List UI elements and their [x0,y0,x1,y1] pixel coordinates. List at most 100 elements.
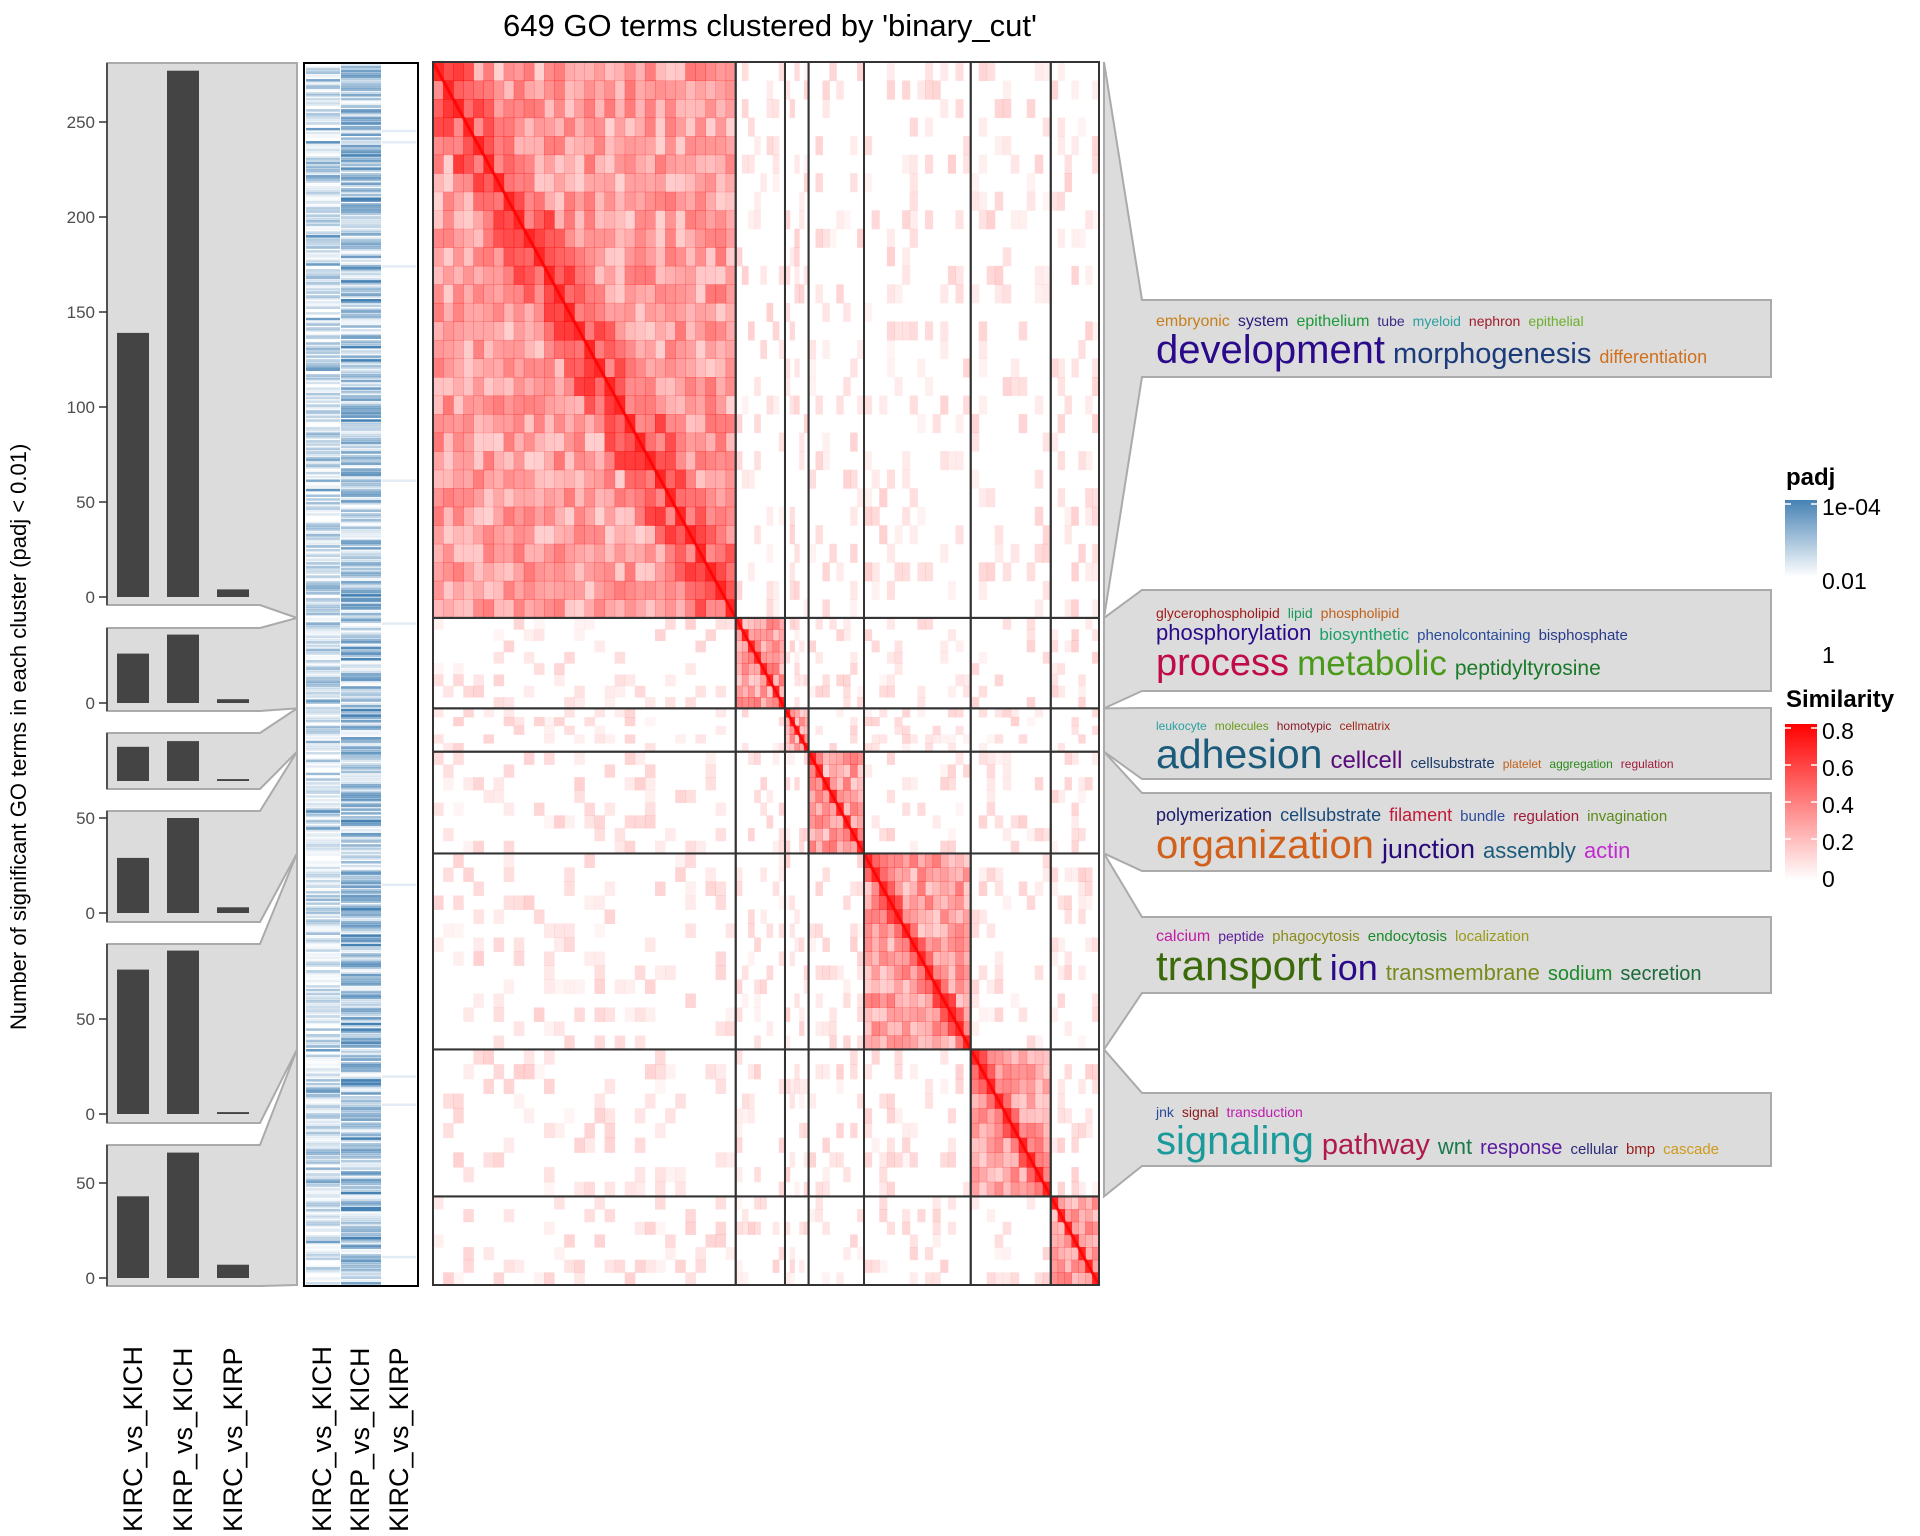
heatmap-cell [789,1259,795,1273]
heatmap-cell [902,965,911,980]
padj-cell [306,1143,340,1146]
padj-cell [341,864,381,868]
padj-cell [306,541,340,544]
heatmap-cell [871,506,880,526]
heatmap-cell [940,543,949,563]
padj-cell [341,449,381,452]
padj-cell [341,776,381,779]
heatmap-cell [544,1122,555,1139]
heatmap-cell [794,62,800,82]
padj-cell [341,767,381,770]
heatmap-cell [871,909,880,924]
heatmap-cell [685,284,696,304]
heatmap-cell [473,506,484,526]
padj-cell [341,114,381,118]
padj-cell [306,411,340,415]
padj-cell [306,1178,340,1182]
heatmap-cell [986,867,996,882]
heatmap-cell [453,321,464,341]
heatmap-cell [909,993,918,1008]
heatmap-cell [1071,1196,1079,1210]
heatmap-cell [1050,881,1059,896]
heatmap-cell [665,228,676,248]
padj-cell [341,148,381,152]
padj-cell [341,323,381,326]
heatmap-cell [748,117,755,137]
heatmap-cell [932,1007,941,1022]
heatmap-cell [1092,1196,1100,1210]
padj-cell [341,1058,381,1061]
heatmap-cell [584,284,595,304]
heatmap-cell [1064,867,1072,882]
padj-cell [306,377,340,381]
padj-cell [341,738,381,742]
heatmap-cell [947,451,956,471]
padj-cell [341,1105,381,1108]
heatmap-cell [1026,191,1036,211]
padj-cell [341,428,381,432]
heatmap-cell [1018,815,1028,829]
heatmap-cell [909,965,918,980]
heatmap-cell [1042,853,1052,868]
padj-cell [341,1197,381,1201]
heatmap-cell [483,432,495,452]
heatmap-cell [1092,1181,1100,1197]
heatmap-cell [644,395,656,415]
heatmap-cell [453,1272,464,1286]
heatmap-cell [784,895,791,910]
padj-cell [306,560,340,563]
padj-cell [306,680,340,684]
heatmap-cell [705,1064,717,1080]
padj-cell [306,1282,340,1285]
padj-cell [341,1227,381,1231]
padj-cell [341,88,381,91]
padj-cell [306,1058,340,1061]
wordcloud-keyword: transport [1156,942,1322,989]
heatmap-cell [886,1221,895,1235]
heatmap-cell [794,777,800,791]
heatmap-cell [1078,881,1086,896]
heatmap-cell [544,734,555,744]
padj-cell [306,804,340,808]
heatmap-cell [978,321,988,341]
heatmap-cell [815,751,823,765]
heatmap-cell [1078,1181,1086,1197]
padj-cell [341,246,381,249]
heatmap-cell [784,828,791,842]
heatmap-cell [443,1093,454,1109]
padj-cell [341,218,381,221]
heatmap-cell [924,80,934,100]
padj-cell [341,810,381,813]
padj-cell [341,565,381,569]
heatmap-cell [1050,640,1059,653]
padj-cell [341,118,381,121]
padj-cell [306,1255,340,1259]
heatmap-cell [604,764,616,778]
heatmap-cell [970,1181,980,1197]
padj-cell [306,772,340,776]
heatmap-cell [772,743,780,753]
heatmap-cell [1042,828,1052,842]
heatmap-cell [986,802,996,816]
padj-cell [306,75,340,78]
padj-cell [341,605,381,608]
heatmap-cell [675,210,686,230]
heatmap-cell [940,923,949,938]
padj-cell [306,1195,340,1199]
heatmap-cell [986,1049,996,1065]
heatmap-cell [836,965,844,980]
padj-cell [341,216,381,219]
heatmap-cell [634,99,646,119]
heatmap-cell [909,173,918,193]
padj-cell [306,729,340,732]
padj-cell [306,898,340,902]
heatmap-cell [1026,629,1036,642]
heatmap-cell [947,154,956,174]
heatmap-cell [784,717,791,727]
heatmap-cell [748,1064,755,1080]
padj-cell [341,1165,381,1169]
padj-cell [306,156,340,159]
heatmap-cell [493,99,505,119]
heatmap-cell [594,543,606,563]
heatmap-cell [1071,867,1079,882]
